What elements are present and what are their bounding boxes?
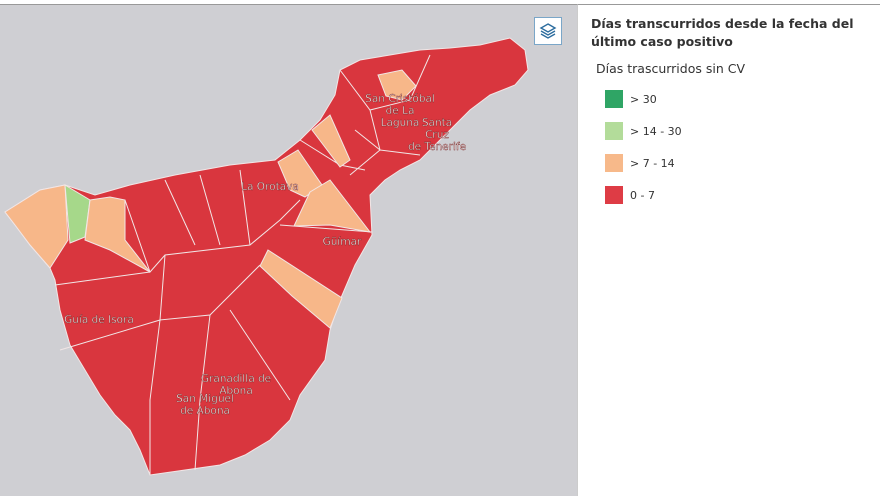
place-label: Guía de Isora — [64, 314, 134, 326]
legend-label: > 7 - 14 — [630, 156, 675, 170]
region — [259, 249, 343, 329]
place-label: Santa — [422, 117, 452, 129]
legend-label: > 30 — [630, 92, 657, 106]
place-label: Güímar — [323, 236, 362, 248]
legend-swatch — [605, 90, 623, 108]
place-label: San Cristóbal — [365, 93, 435, 105]
place-label: de La — [386, 105, 415, 117]
legend-title: Días transcurridos desde la fecha del úl… — [591, 16, 854, 49]
legend-item: > 7 - 14 — [604, 153, 675, 173]
region — [311, 114, 351, 168]
region — [293, 179, 372, 233]
legend-swatch — [605, 186, 623, 204]
place-label: de Abona — [180, 405, 230, 417]
layers-icon — [539, 23, 557, 39]
map: San Cristóbal de La Laguna Santa Cruz de Tene… — [0, 4, 577, 496]
place-label: La Orotava — [241, 181, 299, 193]
legend-panel: Días transcurridos desde la fecha del úl… — [577, 4, 880, 496]
legend-swatch — [605, 154, 623, 172]
legend-subtitle: Días trascurridos sin CV — [596, 61, 746, 76]
legend-swatch — [605, 122, 623, 140]
place-label: de Tenerife — [408, 141, 466, 153]
place-label: San Miguel — [176, 393, 234, 405]
region — [64, 184, 91, 244]
legend-item: > 14 - 30 — [604, 121, 682, 141]
legend-item: 0 - 7 — [604, 185, 655, 205]
legend-label: > 14 - 30 — [630, 124, 682, 138]
legend-item: > 30 — [604, 89, 657, 109]
place-label: Cruz — [425, 129, 449, 141]
region — [377, 69, 417, 101]
legend-label: 0 - 7 — [630, 188, 655, 202]
place-label: Abona — [219, 385, 252, 397]
place-label: Granadilla de — [201, 373, 271, 385]
region — [84, 196, 151, 273]
place-label: Laguna — [381, 117, 420, 129]
region — [4, 184, 69, 269]
borders — [54, 54, 431, 475]
layers-button[interactable] — [534, 17, 562, 45]
